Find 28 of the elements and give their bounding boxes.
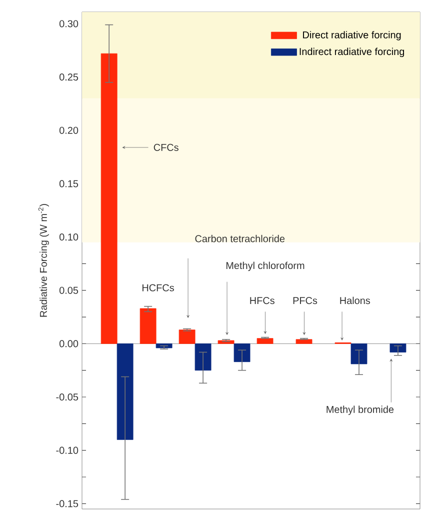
y-tick-label: 0.10 xyxy=(59,234,78,241)
y-tick-label: 0.15 xyxy=(59,180,78,188)
bar xyxy=(100,53,118,344)
bar xyxy=(390,343,406,352)
annotation: HCFCs xyxy=(142,284,174,292)
y-tick-label: 0.00 xyxy=(59,340,78,348)
bar xyxy=(256,338,274,344)
y-tick-label: 0.05 xyxy=(59,286,78,294)
y-tick-label: -0.10 xyxy=(56,446,78,454)
bar xyxy=(156,343,172,348)
y-tick-label: 0.25 xyxy=(59,74,78,81)
legend-label: Direct radiative forcing xyxy=(303,31,401,40)
y-tick-label: 0.20 xyxy=(59,126,78,134)
y-tick-label: -0.15 xyxy=(56,500,78,508)
y-axis-title: Radiative Forcing (W m$^{-2}$) xyxy=(38,204,49,317)
y-tick-label: -0.05 xyxy=(56,393,78,401)
annotation: HFCs xyxy=(250,297,274,304)
annotation: PFCs xyxy=(293,297,318,304)
legend-label: Indirect radiative forcing xyxy=(300,48,404,58)
bar xyxy=(140,308,156,344)
bar xyxy=(178,330,196,344)
annotation: CFCs xyxy=(154,144,178,151)
bar xyxy=(296,339,312,344)
annotation: Methyl chloroform xyxy=(226,262,304,272)
annotation: Halons xyxy=(340,296,370,304)
y-tick-label: 0.30 xyxy=(59,20,78,28)
annotation: Carbon tetrachloride xyxy=(195,234,285,242)
annotation: Methyl bromide xyxy=(326,406,394,415)
